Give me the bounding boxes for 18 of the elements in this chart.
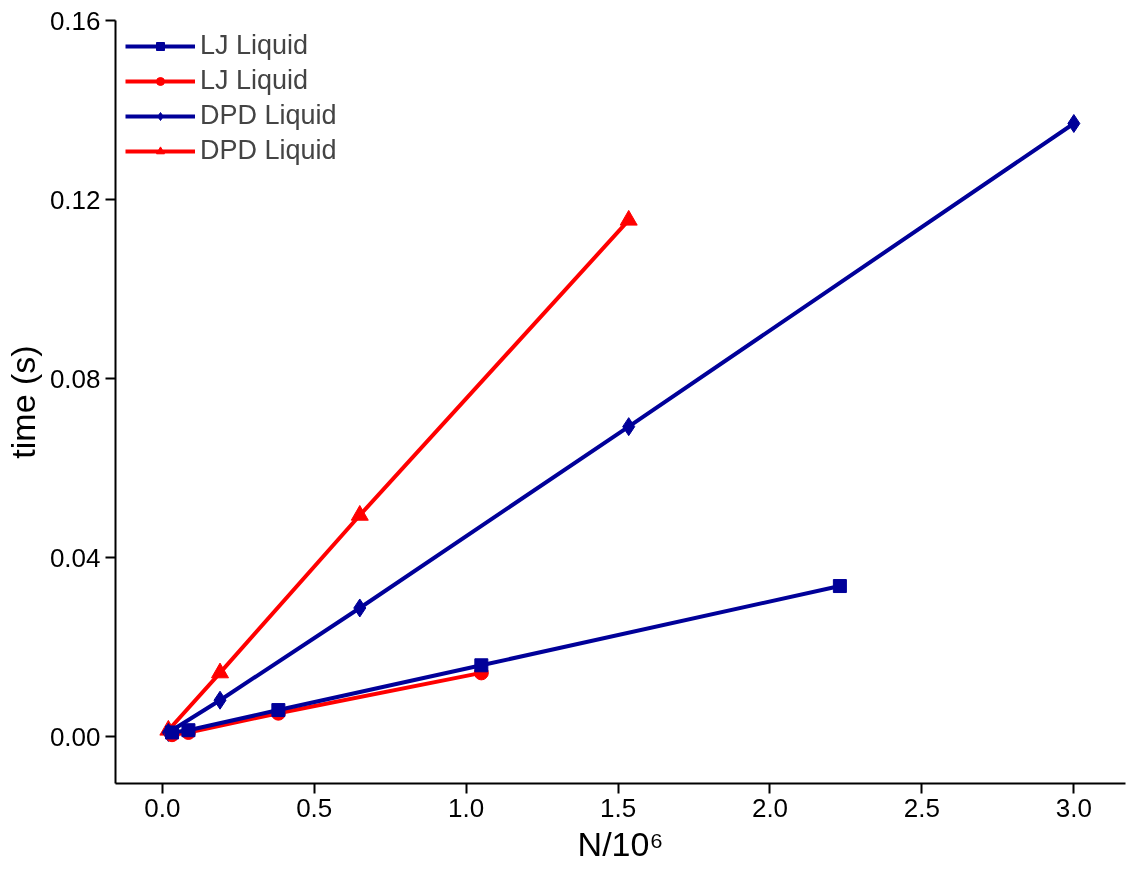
x-tick-label: 0.0 — [144, 792, 181, 823]
legend-label: LJ Liquid — [200, 30, 309, 61]
x-tick-label: 2.0 — [751, 792, 789, 823]
x-axis-title: N/10⁶ — [577, 824, 664, 863]
y-tick-label: 0.00 — [49, 721, 101, 752]
y-axis-title: time (s) — [3, 345, 42, 459]
x-tick-label: 2.5 — [903, 792, 940, 823]
y-tick-label: 0.08 — [49, 363, 101, 394]
x-tick-label: 0.5 — [296, 792, 333, 823]
x-tick-label: 1.5 — [600, 792, 637, 823]
legend-label: DPD Liquid — [200, 100, 337, 131]
y-tick-label: 0.04 — [49, 542, 101, 573]
x-tick-label: 1.0 — [448, 792, 485, 823]
legend-label: DPD Liquid — [200, 135, 337, 166]
x-tick-label: 3.0 — [1055, 792, 1092, 823]
y-tick-label: 0.16 — [49, 5, 101, 36]
legend-label: LJ Liquid — [200, 65, 309, 96]
y-tick-label: 0.12 — [49, 184, 101, 215]
